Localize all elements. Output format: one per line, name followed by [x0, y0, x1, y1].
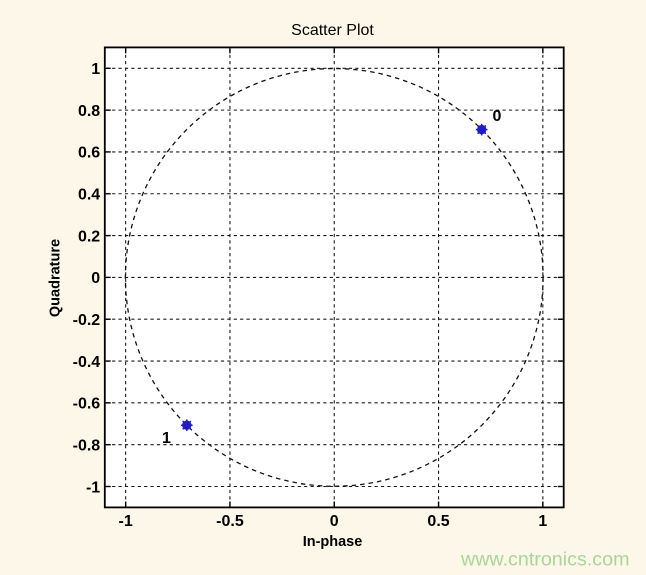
svg-text:-0.2: -0.2	[73, 312, 101, 329]
svg-text:Scatter Plot: Scatter Plot	[291, 22, 374, 39]
svg-text:0: 0	[91, 270, 100, 287]
svg-text:0.2: 0.2	[78, 228, 100, 245]
svg-text:1: 1	[91, 61, 100, 78]
svg-text:-0.8: -0.8	[73, 438, 101, 455]
svg-text:0.8: 0.8	[78, 103, 100, 120]
svg-text:-0.6: -0.6	[73, 396, 101, 413]
svg-text:-1: -1	[119, 513, 133, 530]
svg-text:0.4: 0.4	[78, 187, 100, 204]
svg-text:-0.5: -0.5	[216, 513, 244, 530]
svg-text:1: 1	[538, 513, 547, 530]
svg-text:1: 1	[162, 430, 171, 447]
svg-text:0.6: 0.6	[78, 145, 100, 162]
svg-text:0.5: 0.5	[427, 513, 449, 530]
svg-text:Quadrature: Quadrature	[48, 239, 64, 317]
svg-text:-1: -1	[86, 479, 100, 496]
svg-text:0: 0	[330, 513, 339, 530]
svg-text:www.cntronics.com: www.cntronics.com	[460, 549, 629, 571]
svg-text:-0.4: -0.4	[73, 354, 101, 371]
svg-text:In-phase: In-phase	[303, 534, 363, 550]
svg-text:0: 0	[493, 108, 502, 125]
